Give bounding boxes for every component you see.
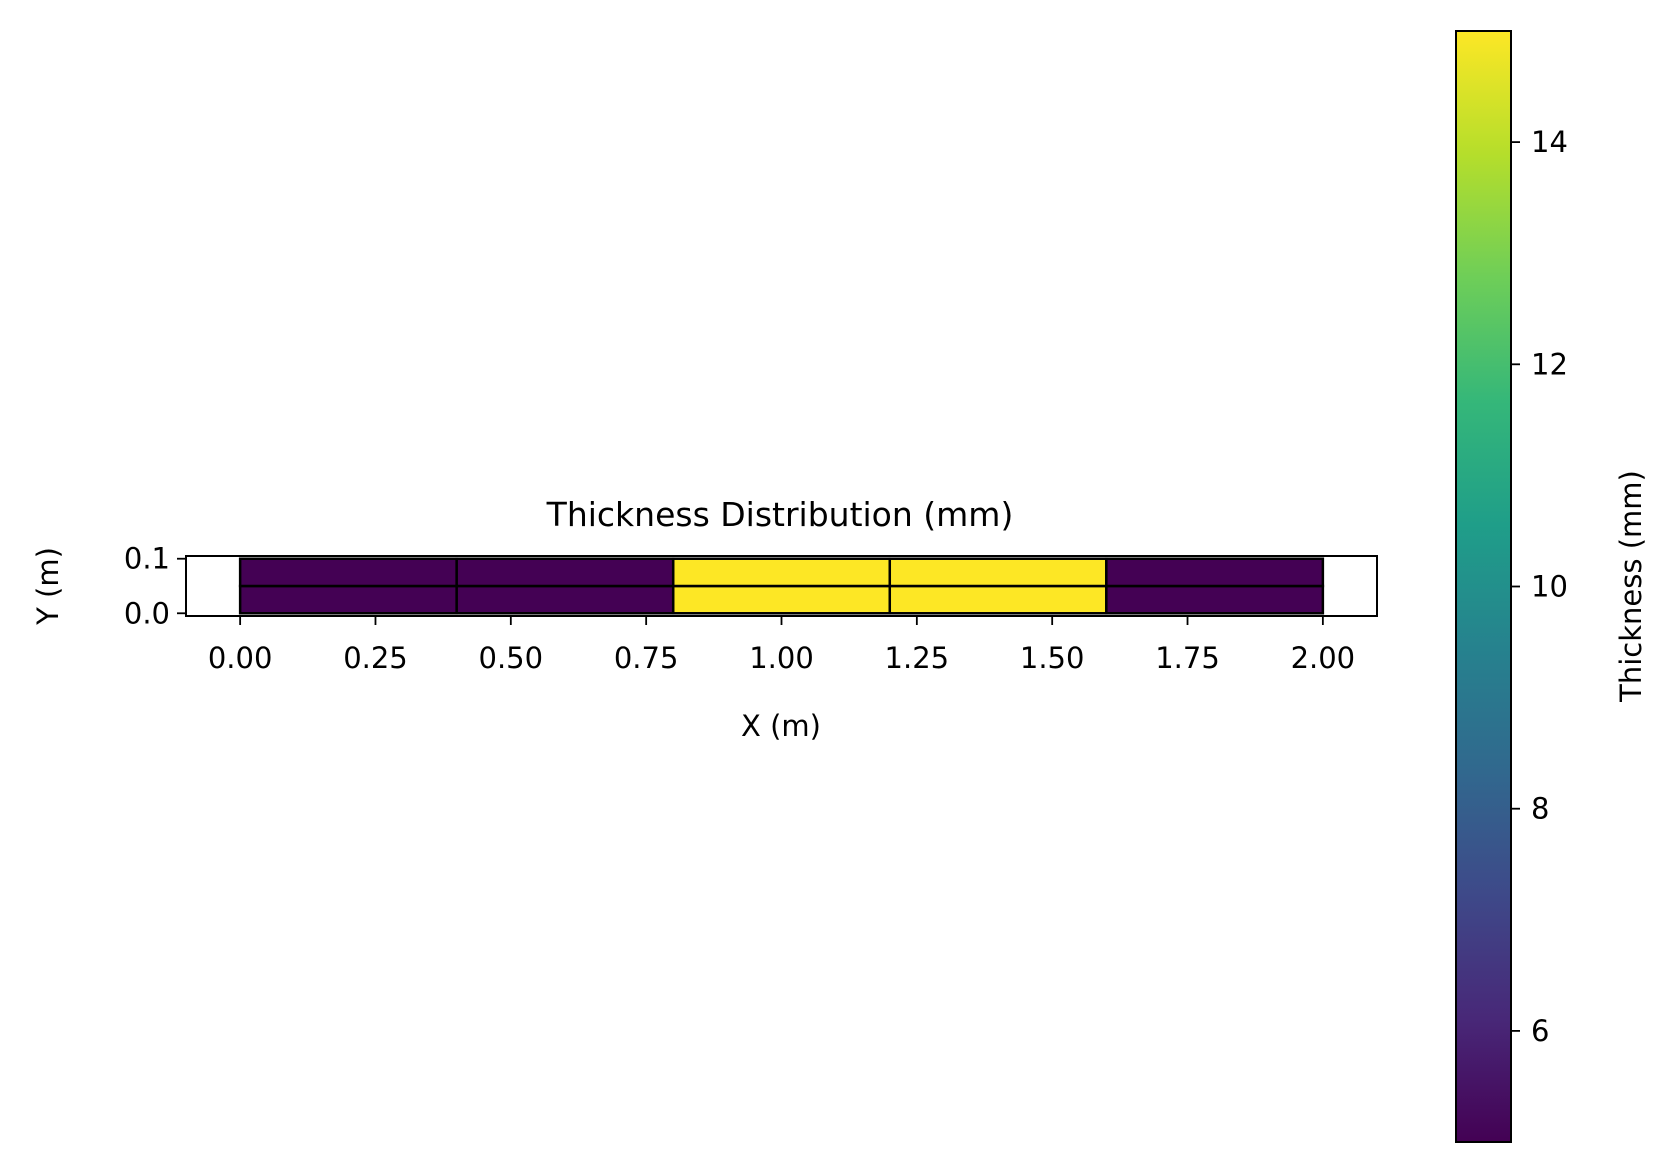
colorbar-tick-label: 6 [1531,1014,1549,1048]
x-tick-label: 1.75 [1155,641,1220,675]
colorbar-label: Thickness (mm) [1614,470,1648,703]
heatmap-cell [671,584,892,615]
colorbar-tick-label: 10 [1531,570,1568,604]
x-axis-label: X (m) [741,709,821,743]
x-tick-label: 0.50 [479,641,544,675]
heatmap-cell [1105,557,1325,588]
colorbar-axis: 6 8 10 12 14 [1511,125,1568,1048]
colorbar [1455,30,1512,1143]
heatmap-cell [238,584,458,615]
x-tick-label: 2.00 [1291,641,1356,675]
heatmap-cell [455,557,675,588]
chart-title: Thickness Distribution (mm) [546,495,1014,534]
x-tick-label: 0.25 [343,641,408,675]
colorbar-tick-label: 8 [1531,792,1549,826]
y-axis: 0.0 0.1 [124,542,186,630]
colorbar-tick-label: 14 [1531,125,1568,159]
x-tick-label: 0.75 [614,641,679,675]
x-tick-label: 1.50 [1020,641,1085,675]
x-axis: 0.00 0.25 0.50 0.75 1.00 1.25 1.50 1.75 2.00 [208,616,1355,675]
heatmap-cell [888,557,1108,588]
y-tick-label: 0.1 [124,542,170,576]
heatmap-cell [671,557,892,588]
heatmap-cell [1105,584,1325,615]
heatmap-cell [888,584,1108,615]
colorbar-tick-label: 12 [1531,347,1568,381]
x-tick-label: 0.00 [208,641,273,675]
y-axis-label: Y (m) [31,547,65,626]
y-tick-label: 0.0 [124,596,170,630]
heatmap-cells [238,557,1325,615]
heatmap-cell [238,557,458,588]
x-tick-label: 1.25 [885,641,950,675]
x-tick-label: 1.00 [749,641,814,675]
heatmap-cell [455,584,675,615]
